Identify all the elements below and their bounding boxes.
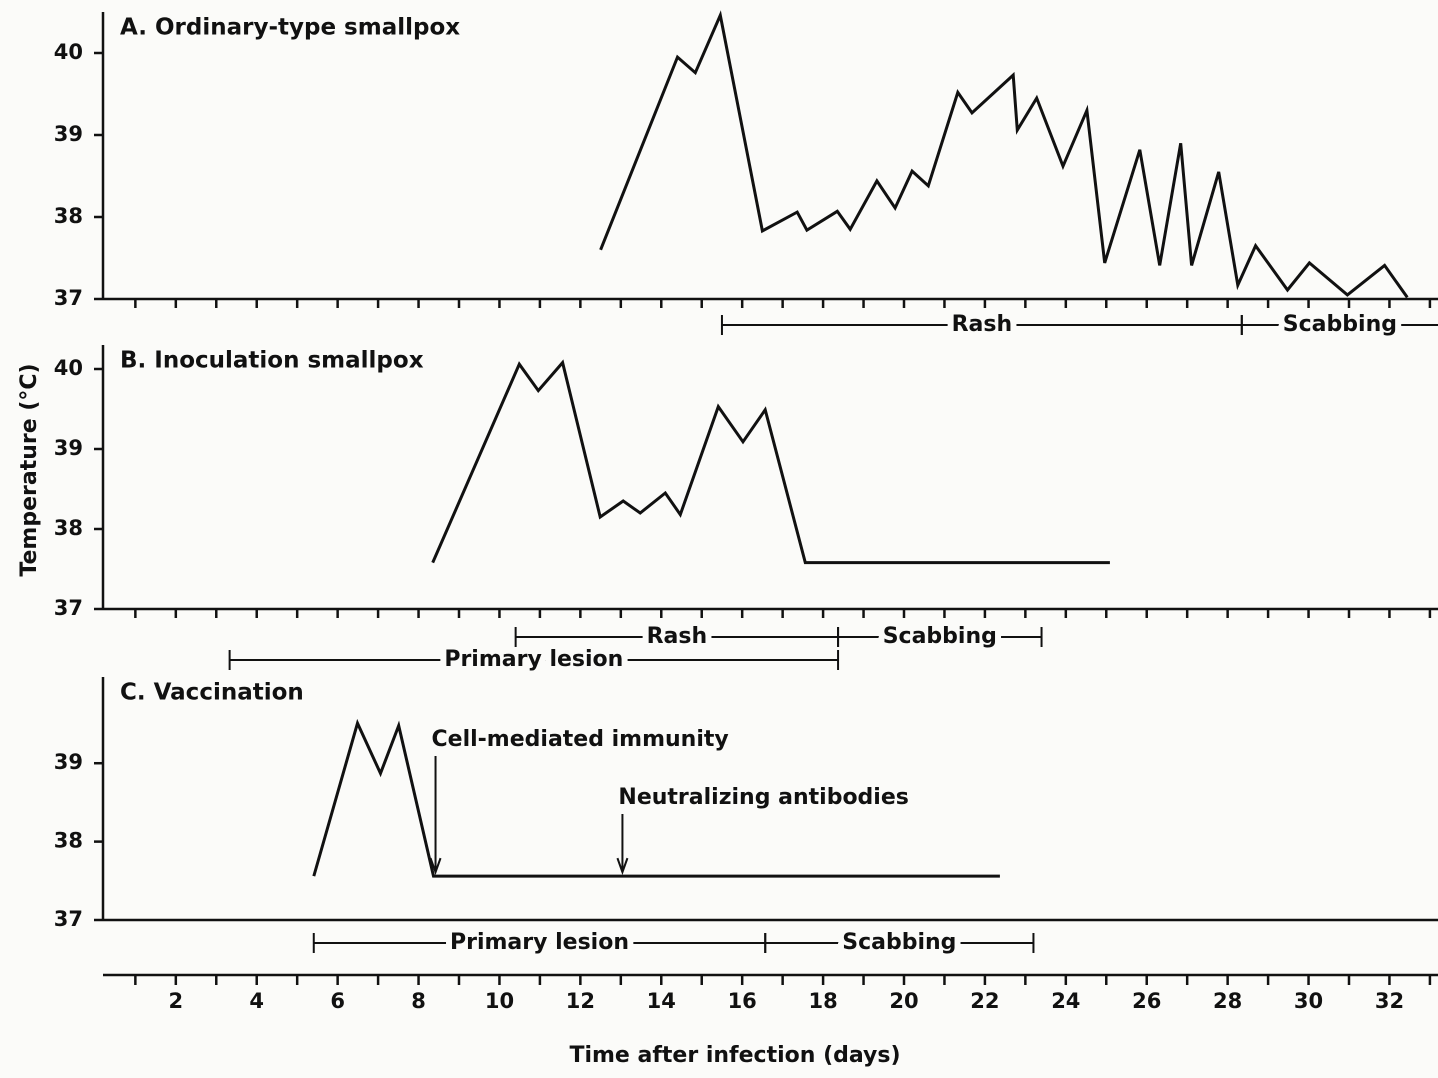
x-tick-label: 8 (411, 989, 426, 1013)
x-tick-label: 14 (647, 989, 676, 1013)
temperature-line (599, 10, 1409, 299)
phase-label: Primary lesion (450, 930, 629, 955)
x-tick-label: 18 (808, 989, 837, 1013)
y-tick-label: 40 (54, 356, 83, 380)
phase-label: Scabbing (842, 930, 956, 955)
annotation: Neutralizing antibodies (618, 785, 908, 810)
x-tick-label: 28 (1213, 989, 1242, 1013)
annotation: Cell-mediated immunity (432, 727, 729, 752)
arrow-head (616, 857, 629, 876)
y-tick-label: 38 (54, 829, 83, 853)
panel-title: C. Vaccination (120, 680, 304, 706)
x-axis-label: Time after infection (days) (569, 1043, 900, 1068)
y-tick-label: 39 (54, 750, 83, 774)
panel-title: A. Ordinary-type smallpox (120, 15, 460, 41)
y-tick-label: 37 (54, 596, 83, 620)
x-tick-label: 26 (1132, 989, 1161, 1013)
x-tick-label: 30 (1294, 989, 1323, 1013)
x-tick-label: 32 (1375, 989, 1404, 1013)
x-tick-label: 12 (566, 989, 595, 1013)
y-tick-label: 37 (54, 286, 83, 310)
temperature-line (312, 718, 1000, 878)
x-tick-label: 2 (169, 989, 184, 1013)
phase-label: Rash (952, 312, 1013, 337)
panel-title: B. Inoculation smallpox (120, 348, 424, 374)
x-tick-label: 6 (330, 989, 345, 1013)
y-tick-label: 39 (54, 436, 83, 460)
temperature-line (431, 359, 1110, 565)
y-tick-label: 38 (54, 516, 83, 540)
x-tick-label: 4 (249, 989, 264, 1013)
y-tick-label: 37 (54, 907, 83, 931)
y-tick-label: 40 (54, 40, 83, 64)
y-tick-label: 39 (54, 122, 83, 146)
phase-label: Rash (647, 624, 708, 649)
phase-label: Primary lesion (444, 647, 623, 672)
phase-label: Scabbing (1283, 312, 1397, 337)
y-tick-label: 38 (54, 204, 83, 228)
x-tick-label: 24 (1051, 989, 1080, 1013)
x-tick-label: 20 (889, 989, 918, 1013)
x-tick-label: 22 (970, 989, 999, 1013)
y-axis-label: Temperature (°C) (17, 363, 42, 576)
arrow-head (429, 857, 442, 876)
x-tick-label: 16 (728, 989, 757, 1013)
phase-label: Scabbing (883, 624, 997, 649)
x-tick-label: 10 (485, 989, 514, 1013)
